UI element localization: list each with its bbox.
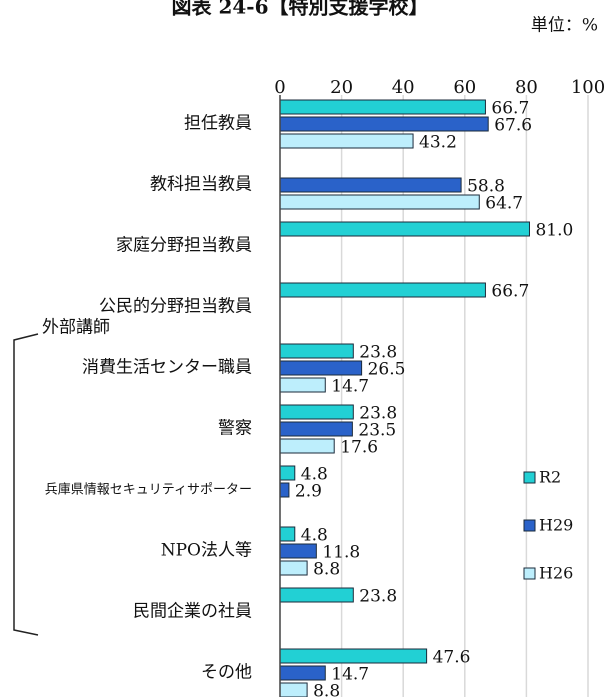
value-label: 26.5: [368, 360, 406, 380]
value-label: 14.7: [331, 377, 369, 397]
y-tick-label: 担任教員: [184, 114, 252, 134]
legend-label: H26: [539, 564, 573, 583]
value-label: 47.6: [433, 648, 471, 668]
y-tick-label: 教科担当教員: [150, 175, 252, 195]
legend-swatch: [523, 519, 536, 532]
value-label: 23.8: [359, 343, 397, 363]
bar: [279, 99, 486, 115]
bar: [279, 543, 317, 559]
value-label: 14.7: [331, 665, 369, 685]
value-label: 66.7: [491, 282, 529, 302]
bar: [279, 587, 354, 603]
bar: [279, 377, 326, 393]
bar: [279, 465, 296, 481]
unit-label: 単位：%: [531, 16, 598, 36]
value-label: 4.8: [301, 465, 328, 485]
bar: [279, 648, 428, 664]
bar: [279, 221, 530, 237]
bar: [279, 360, 363, 376]
bar: [279, 177, 462, 193]
bar: [279, 560, 308, 576]
value-label: 23.8: [359, 587, 397, 607]
value-label: 67.6: [494, 116, 532, 136]
value-label: 17.6: [340, 438, 378, 458]
value-label: 8.8: [313, 682, 340, 697]
bar: [279, 482, 290, 498]
value-label: 8.8: [313, 560, 340, 580]
bar: [279, 526, 296, 542]
bar: [279, 438, 335, 454]
bar: [279, 665, 326, 681]
group-bracket: [13, 333, 39, 636]
bar: [279, 343, 354, 359]
x-tick-label: 40: [392, 77, 415, 98]
value-label: 66.7: [491, 99, 529, 119]
value-label: 64.7: [485, 194, 523, 214]
chart-title: 図表 24-6【特別支援学校】: [171, 0, 428, 19]
bar: [279, 133, 414, 149]
x-tick-label: 80: [515, 77, 538, 98]
bar: [279, 116, 489, 132]
y-tick-label: 消費生活センター職員: [82, 358, 252, 378]
bar: [279, 404, 354, 420]
x-tick-label: 0: [274, 77, 285, 98]
y-tick-label: その他: [201, 663, 252, 683]
value-label: 23.8: [359, 404, 397, 424]
value-label: 11.8: [322, 543, 360, 563]
value-label: 23.5: [358, 421, 396, 441]
bar: [279, 282, 486, 298]
bar: [279, 421, 353, 437]
x-tick-label: 60: [453, 77, 476, 98]
value-label: 58.8: [467, 177, 505, 197]
y-tick-label: 公民的分野担当教員: [99, 297, 252, 317]
value-label: 4.8: [301, 526, 328, 546]
x-tick-label: 20: [330, 77, 353, 98]
x-tick-label: 100: [571, 77, 605, 98]
y-tick-label: 民間企業の社員: [133, 602, 252, 622]
y-tick-label: NPO法人等: [161, 541, 252, 561]
legend-label: H29: [539, 516, 573, 535]
y-tick-label: 家庭分野担当教員: [116, 236, 252, 256]
bar: [279, 194, 480, 210]
value-label: 43.2: [419, 133, 457, 153]
y-tick-label: 警察: [218, 419, 252, 439]
value-label: 2.9: [295, 482, 322, 502]
value-label: 81.0: [535, 221, 573, 241]
bar: [279, 682, 308, 697]
legend-swatch: [523, 471, 536, 484]
legend-swatch: [523, 567, 536, 580]
legend-label: R2: [539, 468, 561, 487]
y-tick-label: 兵庫県情報セキュリティサポーター: [45, 483, 252, 498]
group-label: 外部講師: [42, 318, 110, 338]
